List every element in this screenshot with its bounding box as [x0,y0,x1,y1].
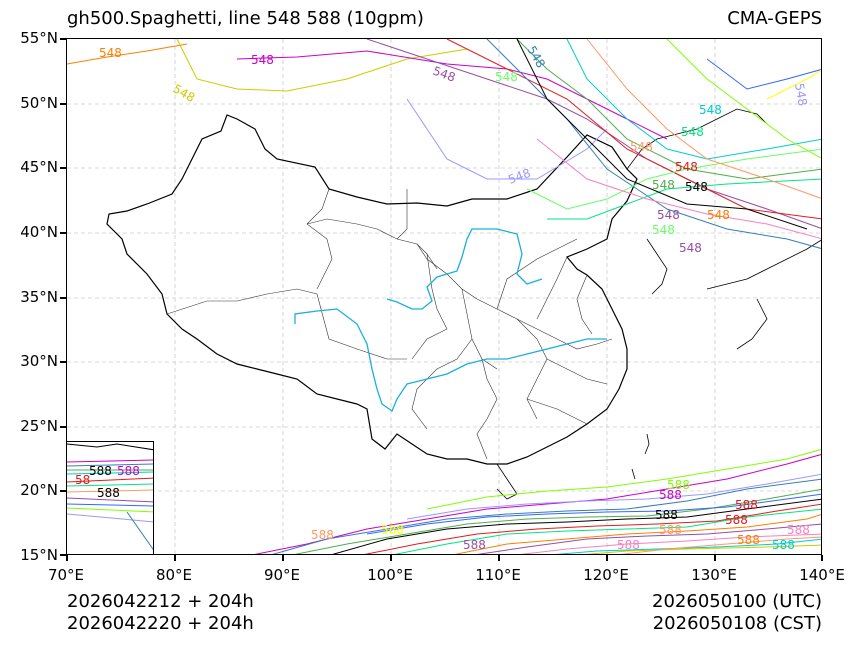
svg-text:588: 588 [381,523,404,537]
y-tick-label: 15°N [20,546,58,564]
y-tick-mark [60,232,66,234]
y-tick-label: 30°N [20,352,58,370]
y-tick-mark [60,554,66,556]
y-tick-mark [60,297,66,299]
y-tick-label: 25°N [20,417,58,435]
x-tick-mark [606,555,608,561]
x-tick-mark [714,555,716,561]
svg-text:588: 588 [655,508,678,522]
x-tick-mark [282,555,284,561]
svg-text:588: 588 [311,528,334,542]
x-tick-mark [174,555,176,561]
valid-time-cst: 2026050108 (CST) [652,613,822,634]
x-tick-mark [821,555,823,561]
svg-text:588: 588 [659,523,682,537]
y-tick-label: 35°N [20,288,58,306]
valid-time-block: 2026050100 (UTC) 2026050108 (CST) [652,591,822,635]
x-tick-label: 100°E [367,566,413,584]
svg-text:548: 548 [495,70,518,84]
y-tick-mark [60,490,66,492]
contour-588-lines [254,449,821,554]
south-china-sea-inset: 588 58 588 588 [66,441,154,555]
svg-text:548: 548 [506,166,532,187]
y-tick-label: 20°N [20,481,58,499]
y-tick-mark [60,103,66,105]
svg-text:548: 548 [431,64,457,85]
svg-text:588: 588 [737,533,760,547]
x-tick-label: 90°E [263,566,301,584]
init-time-cst: 2026042220 + 204h [67,613,254,634]
y-tick-mark [60,167,66,169]
x-tick-mark [498,555,500,561]
svg-text:588: 588 [772,538,795,552]
svg-text:548: 548 [699,103,722,117]
y-tick-mark [60,38,66,40]
x-tick-label: 110°E [475,566,521,584]
map-canvas: 548 548 548 548 548 548 548 548 548 548 … [67,39,821,554]
x-tick-label: 80°E [155,566,193,584]
y-tick-label: 50°N [20,94,58,112]
inset-canvas: 588 58 588 588 [67,443,153,551]
y-tick-label: 45°N [20,158,58,176]
svg-text:548: 548 [657,208,680,222]
graticule-grid [67,39,821,554]
y-tick-label: 40°N [20,223,58,241]
svg-text:548: 548 [652,223,675,237]
country-border [106,114,638,465]
svg-text:588: 588 [617,538,640,552]
valid-time-utc: 2026050100 (UTC) [652,591,822,612]
x-tick-mark [66,555,68,561]
svg-text:588: 588 [97,486,120,500]
svg-text:548: 548 [652,178,675,192]
svg-text:588: 588 [787,523,810,537]
svg-text:588: 588 [735,498,758,512]
model-name: CMA-GEPS [727,8,822,29]
init-time-utc: 2026042212 + 204h [67,591,254,612]
map-plot-area: 548 548 548 548 548 548 548 548 548 548 … [66,38,822,555]
contour-labels: 548 548 548 548 548 548 548 548 548 548 … [99,44,810,553]
svg-text:588: 588 [463,538,486,552]
province-borders [166,188,613,460]
contour-548-lines [67,39,821,249]
x-tick-label: 70°E [47,566,85,584]
svg-text:588: 588 [659,488,682,502]
svg-text:588: 588 [667,478,690,492]
svg-text:548: 548 [679,241,702,255]
svg-text:588: 588 [89,464,112,478]
init-time-block: 2026042212 + 204h 2026042220 + 204h [67,591,254,635]
svg-text:548: 548 [792,82,810,107]
rivers [294,228,607,412]
y-tick-mark [60,426,66,428]
svg-text:548: 548 [675,160,698,174]
x-tick-label: 140°E [799,566,845,584]
svg-text:548: 548 [707,208,730,222]
svg-text:548: 548 [171,81,198,105]
svg-text:548: 548 [681,125,704,139]
svg-text:58: 58 [75,473,90,487]
x-tick-label: 120°E [583,566,629,584]
svg-text:548: 548 [251,53,274,67]
coastline [496,108,821,500]
svg-text:548: 548 [685,180,708,194]
svg-text:548: 548 [630,140,653,154]
y-tick-mark [60,361,66,363]
svg-text:588: 588 [117,464,140,478]
chart-title: gh500.Spaghetti, line 548 588 (10gpm) [67,8,424,29]
y-tick-label: 55°N [20,29,58,47]
svg-text:588: 588 [725,513,748,527]
svg-text:548: 548 [99,46,122,60]
x-tick-mark [390,555,392,561]
x-tick-label: 130°E [691,566,737,584]
